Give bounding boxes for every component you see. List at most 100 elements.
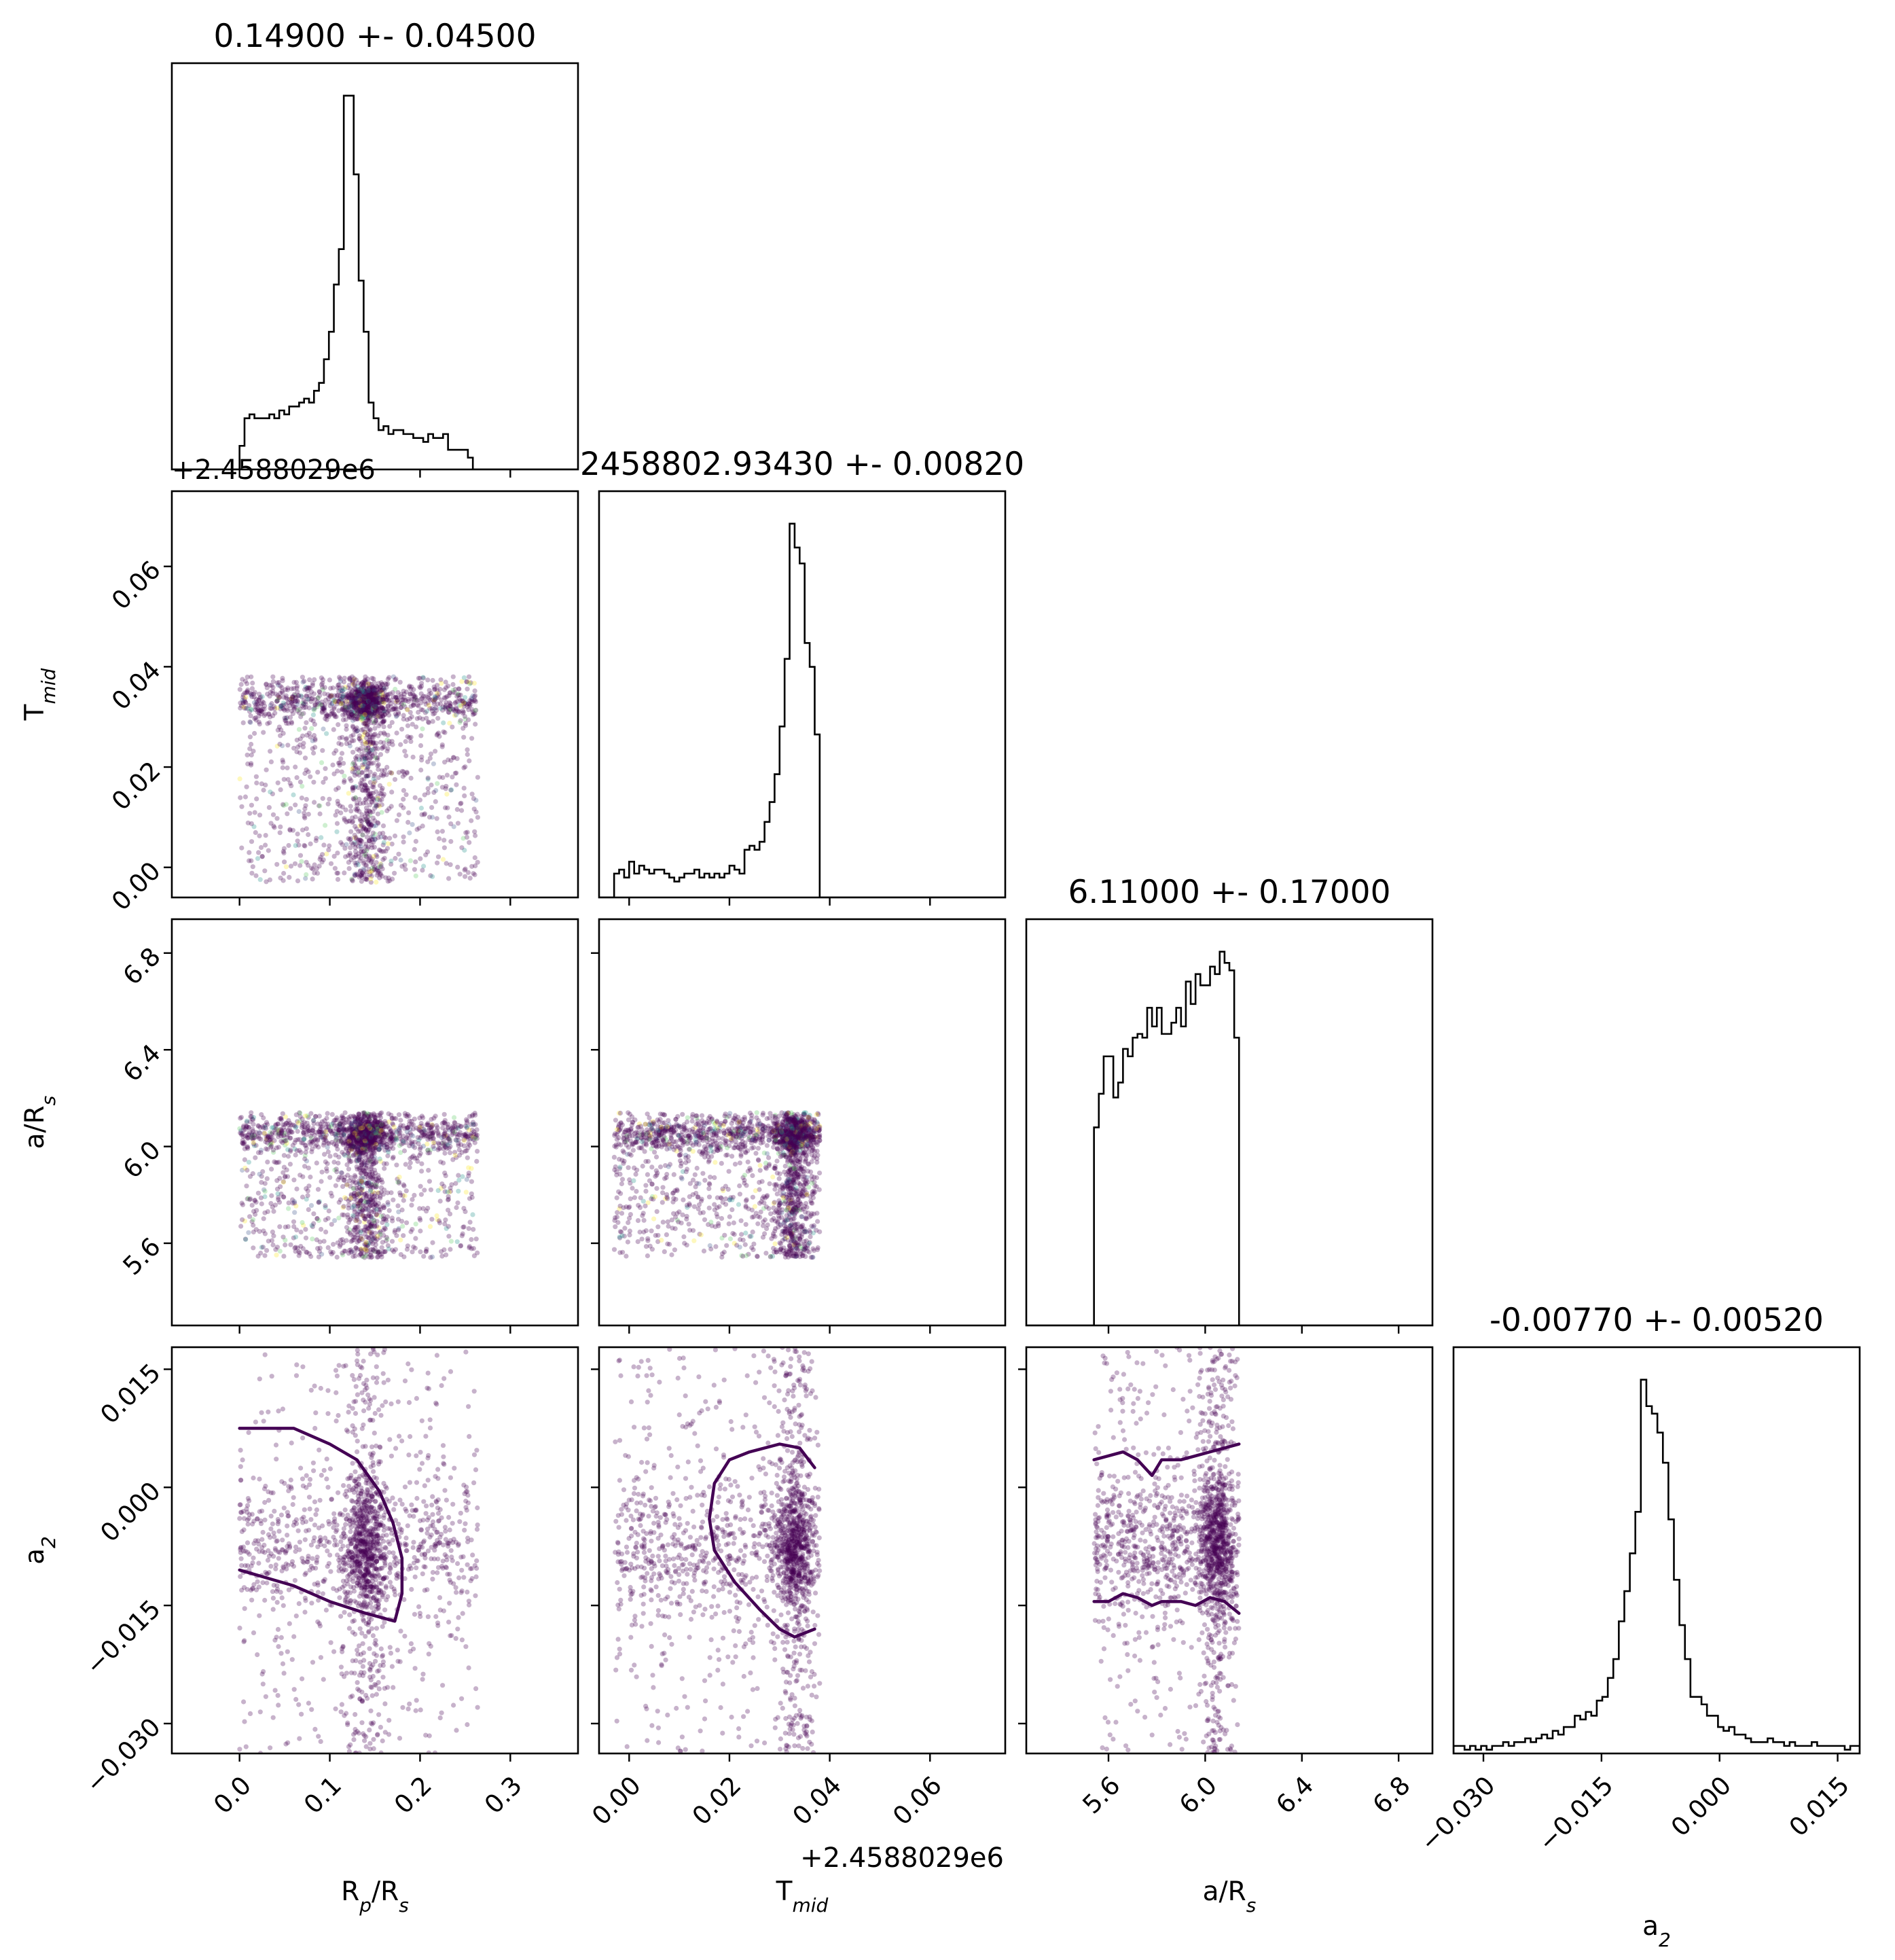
scatter-point (311, 779, 317, 785)
scatter-point (367, 751, 373, 756)
scatter-point (265, 1159, 270, 1164)
scatter-point (366, 694, 372, 700)
scatter-point (442, 1171, 448, 1176)
scatter-point (367, 780, 373, 785)
scatter-point (366, 719, 372, 724)
scatter-point (374, 707, 380, 713)
scatter-point (404, 770, 410, 775)
scatter-point (314, 1137, 321, 1142)
scatter-point (357, 690, 362, 695)
scatter-point (358, 1200, 363, 1205)
scatter-point (274, 1126, 279, 1132)
scatter-point (277, 691, 283, 696)
scatter-point (342, 779, 347, 785)
scatter-point (350, 1234, 356, 1240)
scatter-point (361, 703, 367, 709)
scatter-point (344, 699, 350, 705)
scatter-point (384, 682, 389, 688)
scatter-point (355, 709, 361, 714)
scatter-point (369, 1153, 374, 1158)
scatter-point (361, 707, 367, 713)
scatter-point (348, 715, 354, 720)
scatter-point (358, 692, 363, 698)
scatter-point (289, 700, 294, 705)
scatter-point (276, 694, 282, 700)
scatter-point (295, 698, 300, 704)
scatter-point (325, 713, 330, 719)
scatter-point (378, 1190, 384, 1195)
scatter-point (327, 712, 333, 717)
scatter-point (335, 851, 340, 856)
scatter-point (387, 770, 393, 775)
scatter-point (366, 1235, 372, 1241)
scatter-point (294, 1186, 300, 1192)
scatter-point (377, 695, 383, 700)
scatter-point (365, 827, 371, 833)
scatter-point (372, 1123, 378, 1128)
scatter-point (386, 698, 392, 704)
scatter-point (316, 803, 322, 808)
scatter-point (362, 1125, 367, 1130)
scatter-point (260, 1169, 266, 1175)
scatter-point (287, 1128, 293, 1134)
scatter-point (259, 1179, 264, 1185)
scatter-point (372, 1155, 378, 1160)
scatter-point (410, 702, 416, 708)
scatter-point (385, 708, 391, 713)
scatter-point (371, 1156, 376, 1162)
scatter-point (423, 1249, 429, 1255)
scatter-point (367, 702, 373, 708)
scatter-point (373, 705, 378, 711)
scatter-point (315, 1246, 321, 1251)
scatter-point (366, 821, 372, 827)
scatter-point (358, 841, 363, 847)
scatter-point (382, 732, 387, 737)
scatter-point (319, 702, 325, 707)
scatter-point (372, 1234, 378, 1240)
scatter-point (279, 685, 285, 690)
scatter-point (346, 696, 352, 701)
scatter-point (351, 705, 357, 711)
scatter-point (340, 693, 346, 698)
scatter-point (356, 1151, 361, 1157)
scatter-point (344, 1225, 350, 1230)
scatter-point (259, 699, 265, 705)
scatter-point (374, 698, 379, 704)
scatter-point (379, 802, 384, 808)
scatter-point (429, 1130, 435, 1136)
scatter-point (369, 1230, 375, 1235)
scatter-point (369, 691, 374, 696)
scatter-point (249, 694, 255, 700)
scatter-point (249, 839, 255, 844)
scatter-point (296, 727, 302, 732)
scatter-point (333, 1137, 339, 1143)
scatter-point (382, 694, 388, 699)
scatter-point (293, 764, 298, 770)
scatter-point (300, 827, 306, 833)
scatter-point (429, 805, 435, 810)
scatter-point (410, 1139, 415, 1145)
scatter-point (355, 1138, 361, 1143)
scatter-point (380, 696, 385, 702)
scatter-point (249, 1135, 255, 1140)
scatter-point (359, 849, 364, 855)
scatter-point (348, 711, 354, 717)
scatter-point (345, 710, 350, 715)
scatter-point (265, 721, 270, 726)
scatter-point (361, 872, 366, 877)
scatter-point (316, 1144, 321, 1150)
scatter-point (352, 1114, 357, 1120)
scatter-point (239, 804, 245, 809)
scatter-point (367, 705, 373, 710)
scatter-point (363, 698, 369, 704)
scatter-point (337, 735, 342, 741)
scatter-point (367, 736, 373, 743)
scatter-point (317, 690, 323, 695)
scatter-point (382, 1217, 389, 1222)
scatter-point (358, 1120, 363, 1126)
scatter-point (341, 1212, 346, 1217)
scatter-point (359, 690, 365, 696)
scatter-point (434, 688, 440, 693)
scatter-point (465, 1118, 470, 1124)
scatter-point (366, 866, 372, 872)
